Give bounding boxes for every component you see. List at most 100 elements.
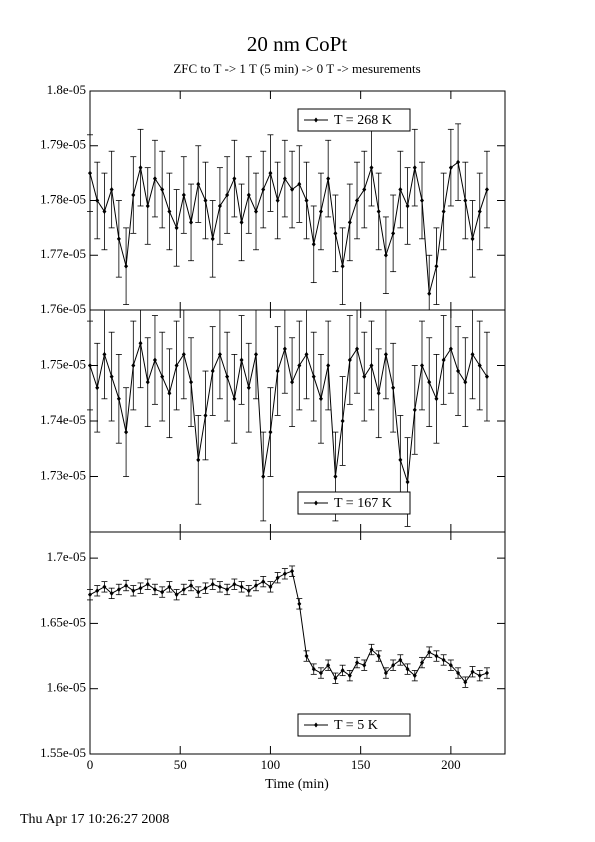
data-point [456,368,461,374]
data-point [412,407,417,413]
data-point [109,374,114,380]
data-point [391,230,396,236]
data-point [311,374,316,380]
data-point [441,657,446,663]
data-point [174,225,179,231]
data-point [376,653,381,659]
data-point [275,198,280,203]
data-point [362,662,367,668]
data-point [441,357,446,363]
legend-box [297,491,411,515]
data-point [304,198,309,203]
data-point [311,666,316,672]
data-point [347,357,352,363]
data-point [290,379,295,385]
data-point [412,165,417,171]
data-point [463,198,468,203]
data-point [102,584,107,590]
legend-label: T = 268 K [334,113,392,128]
data-point [369,165,374,171]
data-point [427,291,432,297]
data-point [145,203,150,209]
data-point [225,374,230,380]
data-point [88,170,92,176]
data-point [484,670,489,676]
data-point [174,363,179,368]
data-point [470,351,475,357]
y-tick-label: 1.73e-05 [40,467,86,482]
data-point [268,584,273,590]
data-point [95,385,100,391]
data-point [102,351,107,357]
y-tick-label: 1.75e-05 [40,356,86,371]
data-point [383,670,388,676]
data-point [131,192,136,198]
footer: Thu Apr 17 10:26:27 2008 [20,812,169,827]
data-point [362,187,367,193]
data-point [203,412,208,418]
y-tick-label: 1.79e-05 [40,137,86,152]
data-point [290,187,295,193]
data-point [282,571,287,577]
data-point [88,592,92,598]
data-point [261,579,266,585]
data-point [362,374,367,380]
data-point [456,159,461,165]
y-tick-label: 1.65e-05 [40,614,86,629]
legend-label: T = 5 K [334,718,378,733]
data-point [391,662,396,668]
data-point [326,363,331,368]
data-point [441,208,446,214]
data-point [196,181,201,187]
data-point [152,357,157,363]
data-point [174,592,179,598]
data-point [318,208,323,214]
data-point [290,568,295,574]
data-point [268,170,273,176]
data-point [138,585,143,591]
data-point [477,673,482,679]
data-point [456,670,461,676]
data-point [167,584,172,590]
data-point [369,363,374,368]
data-point [470,236,475,242]
data-point [405,479,410,485]
y-tick-label: 1.78e-05 [40,191,86,206]
data-point [109,590,114,596]
data-point [448,165,453,171]
data-point [189,583,194,589]
data-point [275,368,280,374]
data-point [355,346,360,352]
data-point [434,653,439,659]
data-point [239,219,244,225]
data-point [116,396,121,402]
data-point [232,176,237,182]
data-point [434,396,439,402]
data-point [420,363,424,368]
data-point [88,363,92,368]
data-point [225,586,230,592]
data-point [282,346,287,352]
data-point [297,181,302,187]
data-point [124,583,129,589]
data-point [138,340,143,346]
data-point [254,351,258,357]
data-point [232,581,237,587]
data-point [434,263,439,269]
data-point [124,429,129,435]
data-point [181,586,186,592]
data-point [376,208,381,214]
data-point [477,363,482,368]
data-point [391,385,396,391]
x-axis-label: Time (min) [265,777,329,792]
legend-label: T = 167 K [334,496,392,511]
data-point [160,187,165,193]
data-point [210,236,215,242]
y-tick-label: 1.77e-05 [40,246,86,261]
data-point [217,584,222,590]
data-point [463,679,468,685]
data-point [239,357,244,363]
data-point [254,208,258,214]
data-point [398,187,403,193]
